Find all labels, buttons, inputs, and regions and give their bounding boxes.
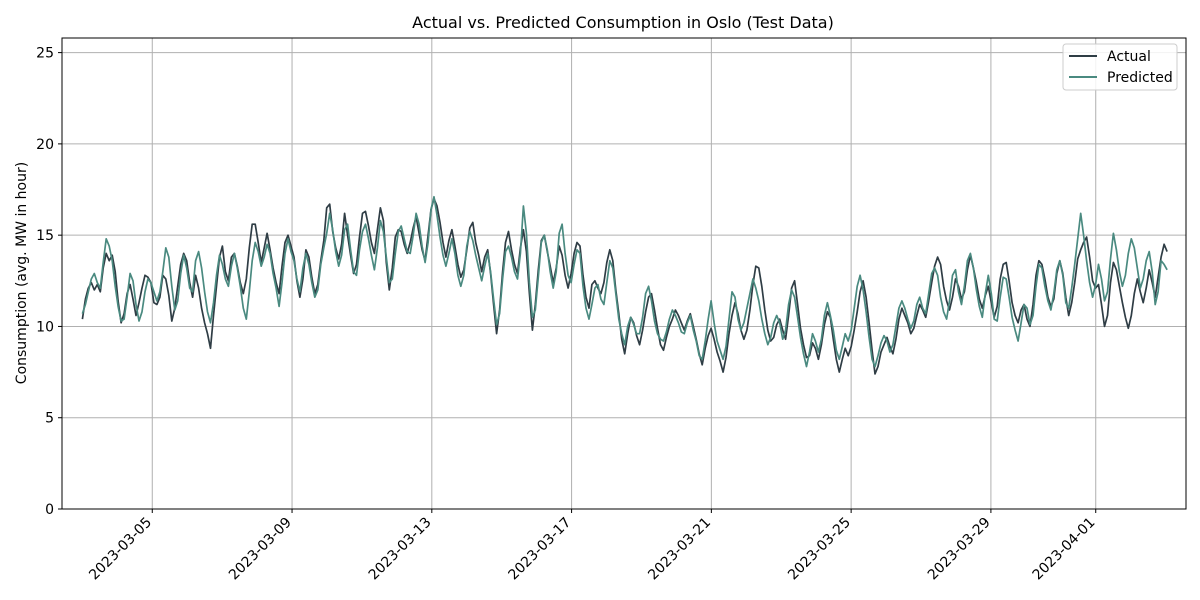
y-tick-label: 25 <box>36 46 54 62</box>
y-axis-label: Consumption (avg. MW in hour) <box>14 162 30 384</box>
series-layer <box>81 195 1168 375</box>
series-line-predicted <box>81 195 1168 368</box>
legend: Actual Predicted <box>1062 43 1178 91</box>
legend-label-actual: Actual <box>1107 49 1151 65</box>
plot-frame <box>61 37 1187 510</box>
chart-title: Actual vs. Predicted Consumption in Oslo… <box>412 13 834 32</box>
legend-label-predicted: Predicted <box>1107 70 1173 86</box>
y-tick-label: 5 <box>45 411 54 427</box>
y-tick-label: 20 <box>36 137 54 153</box>
y-axis: 0 5 10 15 20 25 <box>36 46 62 518</box>
y-tick-label: 10 <box>36 319 54 335</box>
grid-lines <box>62 38 1186 510</box>
y-tick-label: 15 <box>36 228 54 244</box>
y-tick-label: 0 <box>45 502 54 518</box>
